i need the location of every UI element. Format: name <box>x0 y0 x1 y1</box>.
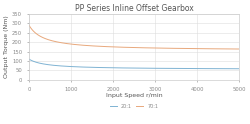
70:1 <box>234 48 236 50</box>
20:1 <box>234 68 236 69</box>
70:1 <box>238 48 240 50</box>
Y-axis label: Output Torque (Nm): Output Torque (Nm) <box>4 16 9 78</box>
70:1 <box>211 48 214 49</box>
20:1 <box>117 67 120 69</box>
20:1 <box>52 64 54 66</box>
70:1 <box>117 46 120 48</box>
70:1 <box>52 40 54 42</box>
20:1 <box>238 68 240 69</box>
20:1 <box>211 68 214 69</box>
Title: PP Series Inline Offset Gearbox: PP Series Inline Offset Gearbox <box>75 4 194 13</box>
Line: 70:1: 70:1 <box>29 25 239 49</box>
20:1 <box>64 65 67 67</box>
Legend: 20:1, 70:1: 20:1, 70:1 <box>108 102 160 111</box>
70:1 <box>28 25 30 26</box>
70:1 <box>108 46 111 47</box>
X-axis label: Input Speed r/min: Input Speed r/min <box>106 93 162 98</box>
20:1 <box>28 58 30 60</box>
70:1 <box>64 43 67 44</box>
20:1 <box>108 67 111 68</box>
Line: 20:1: 20:1 <box>29 59 239 69</box>
